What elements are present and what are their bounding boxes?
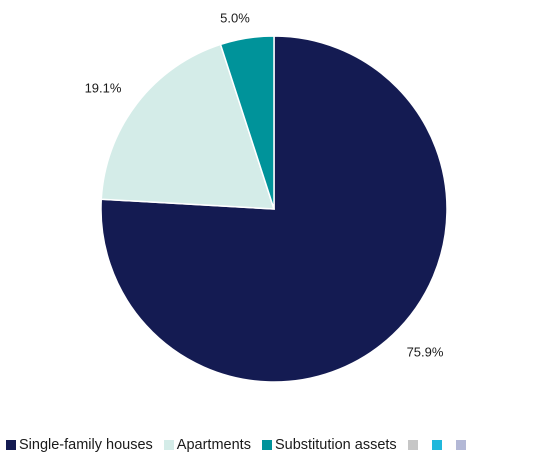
legend-label: Single-family houses [19,437,153,453]
legend-item [407,440,421,450]
pie-chart: 75.9% 19.1% 5.0% [85,10,448,383]
pie-slice-substitution-assets [219,35,275,210]
legend-label: Apartments [176,437,251,453]
legend-swatch [431,440,442,450]
legend-swatch [455,440,466,450]
legend-item [431,440,445,450]
data-label-apartments: 19.1% [85,80,122,95]
legend-item [455,440,469,450]
pie-chart-canvas: 75.9% 19.1% 5.0% [85,10,448,383]
data-label-single-family-houses: 75.9% [407,344,444,359]
legend-item: Apartments [163,437,251,453]
data-label-substitution-assets: 5.0% [220,10,250,25]
legend-item: Substitution assets [261,437,397,453]
legend-swatch [407,440,418,450]
legend-item: Single-family houses [6,437,153,453]
chart-legend: Single-family houses Apartments Substituti… [6,436,480,454]
legend-label: Substitution assets [274,437,397,453]
pie-slice-apartments [100,43,276,210]
legend-swatch [163,440,174,450]
legend-swatch [261,440,272,450]
legend-swatch [6,440,16,450]
